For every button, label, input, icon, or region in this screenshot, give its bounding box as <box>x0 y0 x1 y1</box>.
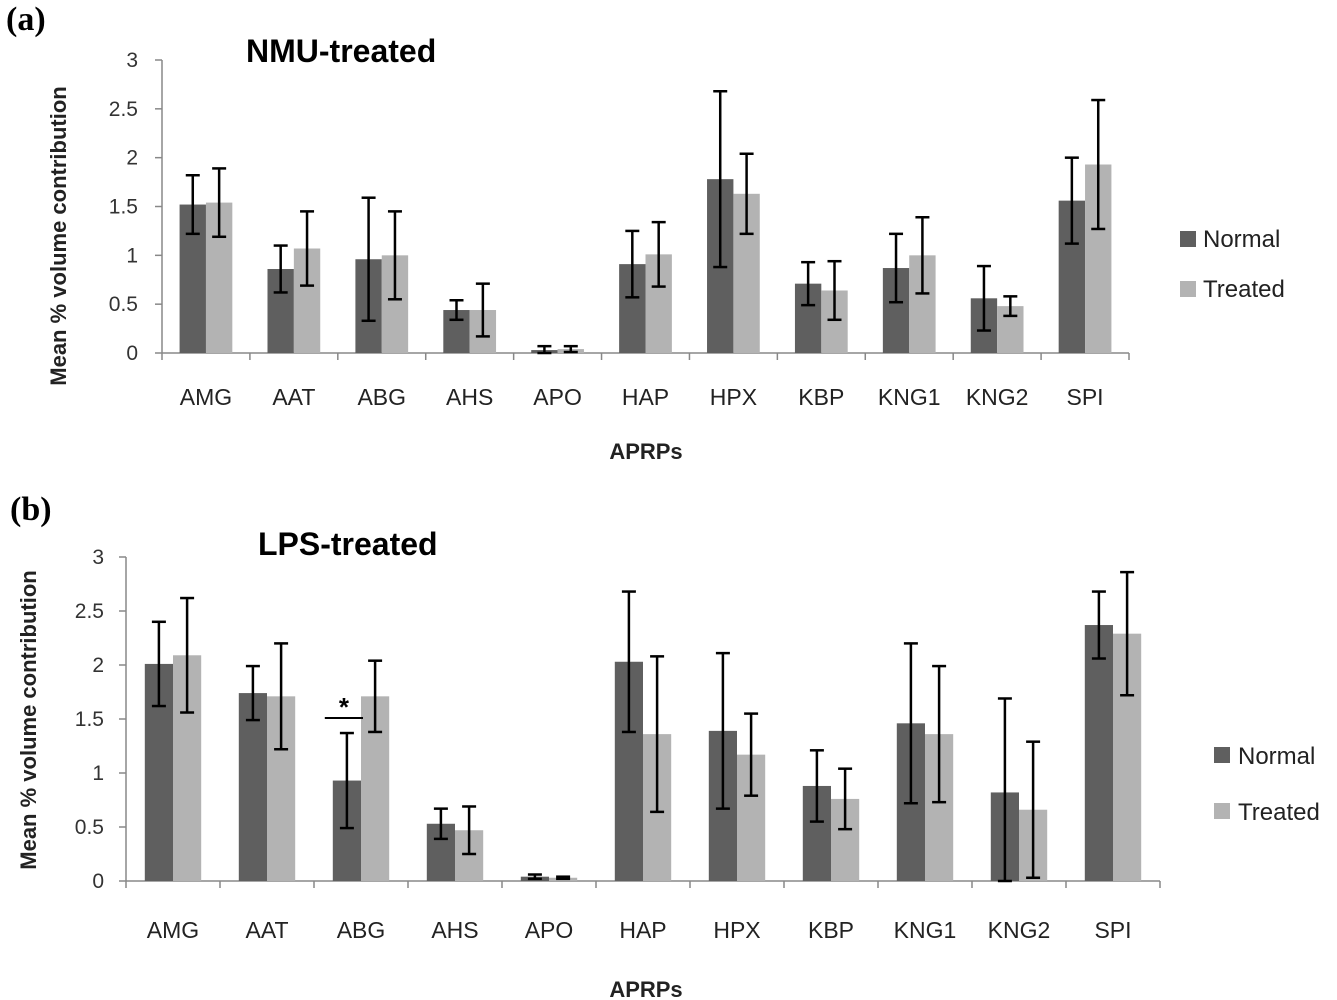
x-tick-label-ahs: AHS <box>431 917 478 943</box>
x-tick-label-abg: ABG <box>357 384 406 410</box>
legend-swatch-treated-b <box>1214 803 1230 819</box>
legend-label-treated-b: Treated <box>1238 799 1320 826</box>
x-tick-label-hpx: HPX <box>710 384 757 410</box>
bar-normal-aat <box>238 693 267 881</box>
chart-panel-b: (b) LPS-treated Mean % volume contributi… <box>10 491 1320 1000</box>
y-tick-label: 0.5 <box>109 293 138 316</box>
y-tick-label: 2 <box>92 654 104 677</box>
y-tick-label: 1.5 <box>75 708 104 731</box>
x-tick-label-kng2: KNG2 <box>966 384 1029 410</box>
legend-label-normal-a: Normal <box>1203 226 1280 253</box>
x-tick-label-hap: HAP <box>622 384 669 410</box>
y-tick-label: 1 <box>126 244 138 267</box>
legend-a: Normal Treated <box>1180 226 1285 303</box>
significance-marker: * <box>339 692 350 722</box>
panel-label-b: (b) <box>10 491 52 528</box>
y-tick-label: 3 <box>92 546 104 569</box>
chart-title-a: NMU-treated <box>246 33 436 69</box>
y-tick-label: 2.5 <box>75 600 104 623</box>
x-tick-label-spi: SPI <box>1094 917 1131 943</box>
x-tick-label-aat: AAT <box>272 384 315 410</box>
legend-swatch-normal-b <box>1214 747 1230 763</box>
x-tick-label-amg: AMG <box>147 917 199 943</box>
y-tick-label: 1 <box>92 762 104 785</box>
y-axis-title-b: Mean % volume contribution <box>16 570 41 869</box>
x-tick-label-kng1: KNG1 <box>878 384 941 410</box>
y-tick-label: 3 <box>126 49 138 72</box>
x-tick-label-kbp: KBP <box>798 384 844 410</box>
x-tick-label-kbp: KBP <box>808 917 854 943</box>
x-tick-label-hap: HAP <box>619 917 666 943</box>
x-axis-title-a: APRPs <box>609 439 682 464</box>
x-tick-label-apo: APO <box>533 384 582 410</box>
x-tick-label-ahs: AHS <box>446 384 493 410</box>
x-tick-label-kng1: KNG1 <box>894 917 957 943</box>
y-tick-label: 0 <box>92 870 104 893</box>
y-axis-title-a: Mean % volume contribution <box>46 86 71 385</box>
chart-title-b: LPS-treated <box>258 526 438 562</box>
x-tick-label-kng2: KNG2 <box>988 917 1051 943</box>
chart-panel-a: (a) NMU-treated Mean % volume contributi… <box>6 1 1285 464</box>
y-tick-label: 1.5 <box>109 196 138 219</box>
x-tick-label-apo: APO <box>525 917 574 943</box>
y-tick-label: 2 <box>126 147 138 170</box>
x-tick-label-hpx: HPX <box>713 917 760 943</box>
legend-swatch-treated-a <box>1180 281 1196 297</box>
y-tick-label: 0 <box>126 342 138 365</box>
legend-swatch-normal-a <box>1180 231 1196 247</box>
plot-area-a: 0 0.5 1 1.5 2 2.5 3 AMG AAT ABG AHS APO HAP HPX KBP KNG… <box>109 49 1130 410</box>
plot-area-b: 0 0.5 1 1.5 2 2.5 3 AMG AAT ABG AHS APO HAP HPX KBP KNG… <box>75 546 1161 943</box>
x-tick-label-spi: SPI <box>1067 384 1104 410</box>
y-tick-label: 0.5 <box>75 816 104 839</box>
x-tick-label-abg: ABG <box>337 917 386 943</box>
x-axis-title-b: APRPs <box>609 977 682 1000</box>
panel-label-a: (a) <box>6 1 46 38</box>
bar-normal-spi <box>1084 625 1113 881</box>
x-tick-label-aat: AAT <box>245 917 288 943</box>
legend-label-normal-b: Normal <box>1238 743 1315 770</box>
legend-b: Normal Treated <box>1214 743 1320 826</box>
x-tick-label-amg: AMG <box>180 384 232 410</box>
y-tick-label: 2.5 <box>109 98 138 121</box>
legend-label-treated-a: Treated <box>1203 276 1285 303</box>
